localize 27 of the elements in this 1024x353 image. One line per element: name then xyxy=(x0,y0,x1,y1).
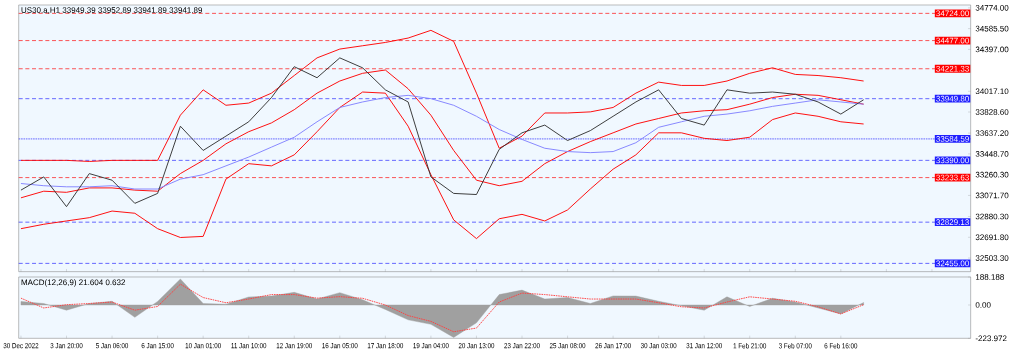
ref-line-label: 33233.63 xyxy=(936,174,969,181)
y-tick-label: 34585.50 xyxy=(975,25,1009,32)
y-tick-label: 33260.30 xyxy=(975,171,1009,178)
y-tick-label: 33637.20 xyxy=(975,130,1009,136)
y-tick-label: 34774.00 xyxy=(975,5,1009,11)
ref-line-label: 34724.00 xyxy=(936,10,969,17)
y-tick-label: 32503.30 xyxy=(975,255,1009,261)
y-tick-label: 33071.70 xyxy=(975,192,1009,199)
y-tick-label: 32880.30 xyxy=(975,213,1009,220)
line-series xyxy=(20,94,865,190)
y-tick-label: 32691.80 xyxy=(975,234,1009,241)
ref-line-label: 34221.33 xyxy=(936,65,969,72)
y-tick-label: -223.972 xyxy=(975,335,1007,342)
ref-line-label: 33390.00 xyxy=(936,157,969,164)
ref-line-label: 33949.80 xyxy=(936,95,969,102)
y-tick-label: 33828.60 xyxy=(975,109,1009,115)
y-tick-label: 34017.10 xyxy=(975,88,1009,95)
y-tick-label: 0.00 xyxy=(975,302,991,308)
y-tick-label: 188.188 xyxy=(975,274,1004,280)
chart-title: US30.a,H1 33949.39 33952.89 33941.89 33941.89 xyxy=(21,7,203,14)
chart-title: MACD(12,26,9) 21.604 0.632 xyxy=(21,279,126,287)
ref-line-label: 34477.00 xyxy=(936,37,969,44)
y-tick-label: 34397.00 xyxy=(975,46,1009,53)
ref-line-label: 32829.13 xyxy=(936,219,969,225)
ref-line-label: 32455.00 xyxy=(936,260,969,267)
y-tick-label: 33448.70 xyxy=(975,151,1009,157)
ref-line-label: 33584.59 xyxy=(936,136,969,142)
